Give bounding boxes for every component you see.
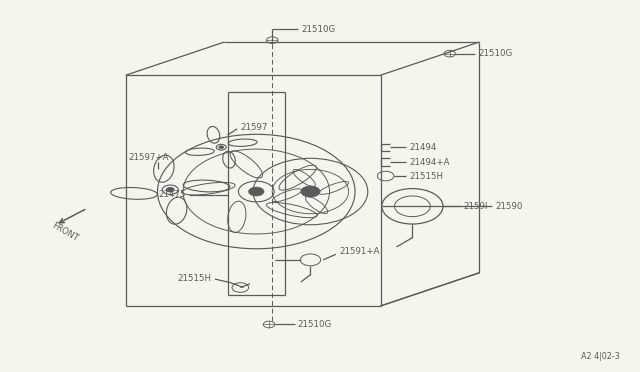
Circle shape	[248, 187, 264, 196]
Circle shape	[166, 187, 174, 192]
Text: 21510G: 21510G	[301, 25, 335, 33]
Text: FRONT: FRONT	[51, 221, 80, 243]
Circle shape	[301, 186, 320, 197]
Text: 21494+A: 21494+A	[409, 157, 450, 167]
Text: 21590: 21590	[495, 202, 523, 211]
Text: 21515H: 21515H	[409, 171, 444, 180]
Text: 21597+A: 21597+A	[129, 153, 170, 162]
Text: 21515H: 21515H	[178, 274, 212, 283]
Text: 21591+A: 21591+A	[339, 247, 380, 256]
Text: 21475: 21475	[159, 190, 186, 199]
Text: 21597: 21597	[241, 123, 268, 132]
Text: 21510G: 21510G	[478, 49, 513, 58]
Circle shape	[219, 146, 224, 149]
Text: 21510G: 21510G	[298, 320, 332, 329]
Text: A2 4|02-3: A2 4|02-3	[580, 352, 620, 361]
Text: 2159I: 2159I	[463, 202, 488, 211]
Text: 21494: 21494	[409, 143, 436, 152]
